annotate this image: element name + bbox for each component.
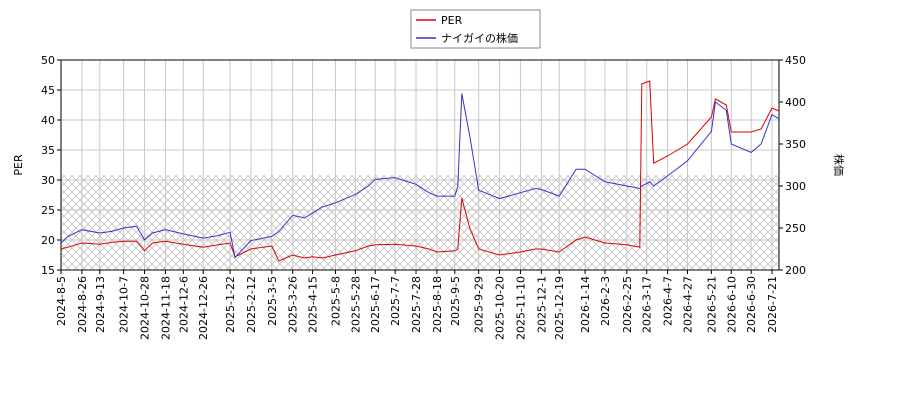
y2-tick-label: 350 [785, 138, 806, 151]
x-tick-label: 2026-2-3 [599, 276, 612, 326]
y-tick-label: 30 [41, 174, 55, 187]
legend-label: ナイガイの株価 [441, 31, 518, 45]
x-tick-label: 2025-12-19 [553, 276, 566, 340]
x-tick-label: 2026-3-17 [641, 276, 654, 333]
x-tick-label: 2026-4-7 [662, 276, 675, 326]
y2-tick-label: 200 [785, 264, 806, 277]
x-tick-label: 2025-8-18 [431, 276, 444, 333]
x-tick-label: 2025-12-1 [535, 276, 548, 333]
x-tick-label: 2024-8-5 [55, 276, 68, 326]
x-tick-label: 2024-8-26 [76, 276, 89, 333]
x-tick-label: 2026-1-14 [579, 276, 592, 333]
y-tick-label: 40 [41, 114, 55, 127]
y2-tick-label: 250 [785, 222, 806, 235]
x-tick-label: 2024-10-7 [118, 276, 131, 333]
x-tick-label: 2025-10-20 [494, 276, 507, 340]
x-tick-label: 2025-5-28 [349, 276, 362, 333]
x-tick-label: 2025-1-22 [224, 276, 237, 333]
y2-tick-label: 300 [785, 180, 806, 193]
x-tick-label: 2024-11-18 [159, 276, 172, 340]
y2-axis-label: 株価 [832, 154, 846, 176]
x-tick-label: 2026-5-21 [705, 276, 718, 333]
x-tick-label: 2025-2-12 [245, 276, 258, 333]
x-tick-label: 2025-9-5 [449, 276, 462, 326]
y2-tick-label: 400 [785, 96, 806, 109]
x-tick-label: 2026-6-30 [745, 276, 758, 333]
y-tick-label: 15 [41, 264, 55, 277]
y-tick-label: 35 [41, 144, 55, 157]
x-tick-label: 2026-6-10 [725, 276, 738, 333]
legend-box [410, 9, 541, 49]
x-tick-label: 2025-3-5 [266, 276, 279, 326]
x-tick-label: 2026-4-27 [682, 276, 695, 333]
hatch-area [61, 175, 779, 270]
x-tick-label: 2024-10-28 [139, 276, 152, 340]
x-tick-label: 2024-9-13 [94, 276, 107, 333]
x-tick-label: 2026-7-21 [766, 276, 779, 333]
plot-frame [60, 59, 780, 271]
x-tick-label: 2025-9-29 [473, 276, 486, 333]
series-line [60, 80, 780, 262]
legend-label: PER [441, 14, 463, 27]
x-tick-label: 2024-12-6 [177, 276, 190, 333]
x-tick-label: 2025-7-7 [389, 276, 402, 326]
x-tick-label: 2025-3-26 [287, 276, 300, 333]
x-tick-label: 2025-7-28 [410, 276, 423, 333]
x-tick-label: 2026-2-25 [621, 276, 634, 333]
y-tick-label: 50 [41, 54, 55, 67]
x-tick-label: 2025-4-15 [307, 276, 320, 333]
y-axis-label: PER [12, 154, 25, 176]
x-tick-label: 2025-5-8 [329, 276, 342, 326]
series-line [60, 93, 780, 259]
x-tick-label: 2024-12-26 [197, 276, 210, 340]
x-tick-label: 2025-6-17 [369, 276, 382, 333]
y2-tick-label: 450 [785, 54, 806, 67]
y-tick-label: 45 [41, 84, 55, 97]
x-tick-label: 2025-11-10 [514, 276, 527, 340]
y-tick-label: 25 [41, 204, 55, 217]
y-tick-label: 20 [41, 234, 55, 247]
